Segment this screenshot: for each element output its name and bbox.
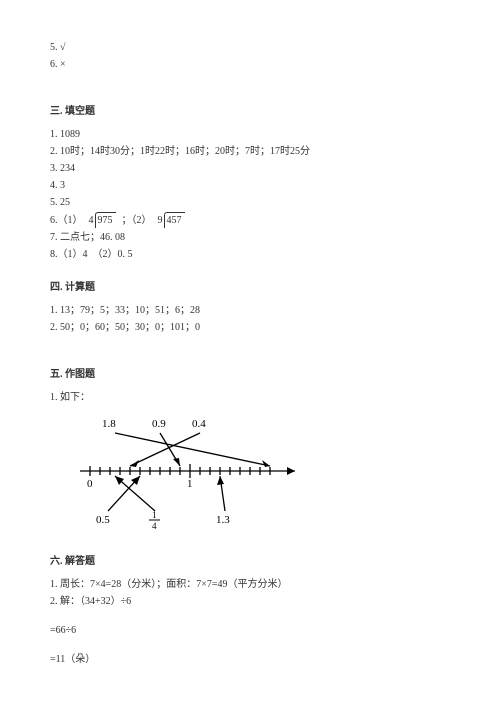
text-line: 5. √ <box>50 40 450 55</box>
answer-line: 3. 234 <box>50 161 450 176</box>
diagram-label: 1.8 <box>102 418 116 430</box>
answer-line: 7. 二点七；46. 08 <box>50 230 450 245</box>
answer-line: 1. 如下： <box>50 390 450 405</box>
long-division: 4 975 <box>89 212 116 228</box>
diagram-label: 0.4 <box>192 418 206 430</box>
section-5-title: 五. 作图题 <box>50 367 450 382</box>
dividend: 457 <box>164 212 185 228</box>
answer-line: 5. 25 <box>50 195 450 210</box>
section-3-title: 三. 填空题 <box>50 104 450 119</box>
diagram-label: 1.3 <box>216 514 230 526</box>
text-line: 6. × <box>50 57 450 72</box>
diagram-label: 0.9 <box>152 418 166 430</box>
answer-line: 1. 13；79；5；33；10；51；6；28 <box>50 303 450 318</box>
long-division: 9 457 <box>158 212 185 228</box>
dividend: 975 <box>95 212 116 228</box>
answer-line: =66÷6 <box>50 623 450 638</box>
prefix-text: 6.（1） <box>50 213 83 228</box>
answer-line: 8.（1）4 （2）0. 5 <box>50 247 450 262</box>
answer-line: 2. 解：（34+32）÷6 <box>50 594 450 609</box>
answer-line: 1. 周长：7×4=28（分米）；面积：7×7=49（平方分米） <box>50 577 450 592</box>
section-6-title: 六. 解答题 <box>50 554 450 569</box>
answer-line: 4. 3 <box>50 178 450 193</box>
diagram-label: 0.5 <box>96 514 110 526</box>
answer-line: 2. 50；0；60；50；30；0；101；0 <box>50 320 450 335</box>
divisor: 4 <box>89 213 95 228</box>
answer-line: 2. 10时；14时30分；1时22时；16时；20时；7时；17时25分 <box>50 144 450 159</box>
answer-line-longdiv: 6.（1） 4 975 ；（2） 9 457 <box>50 212 450 228</box>
divisor: 9 <box>158 213 164 228</box>
section-4-title: 四. 计算题 <box>50 280 450 295</box>
answer-line: =11（朵） <box>50 652 450 667</box>
diagram-label: 1 <box>187 478 193 490</box>
answer-line: 1. 1089 <box>50 127 450 142</box>
diagram-label: 4 <box>152 521 157 531</box>
diagram-label: 1 <box>152 510 157 520</box>
mid-text: ；（2） <box>122 213 152 228</box>
number-line-diagram: 1.8 0.9 0.4 0 1 0.5 1 4 1.3 <box>60 411 450 536</box>
diagram-label: 0 <box>87 478 93 490</box>
